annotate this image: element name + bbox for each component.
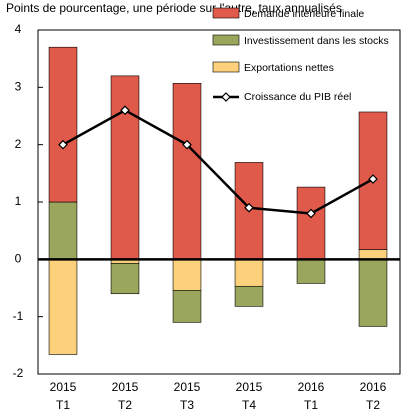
- x-tick-label: 2015: [50, 380, 77, 394]
- bar: [110, 263, 140, 295]
- legend-swatch: [212, 34, 240, 46]
- chart-title: Points de pourcentage, une période sur l…: [6, 1, 342, 15]
- bar: [48, 201, 78, 260]
- y-tick-label: 0: [15, 252, 22, 266]
- x-tick-label: T1: [304, 398, 318, 412]
- plot-frame: [37, 29, 401, 375]
- bar: [234, 259, 264, 287]
- bar: [296, 186, 326, 260]
- line: [62, 108, 374, 215]
- legend-swatch: [212, 61, 240, 73]
- x-tick-label: T2: [366, 398, 380, 412]
- marker: [120, 105, 130, 116]
- bar: [358, 259, 388, 327]
- x-tick-label: 2016: [360, 380, 387, 394]
- legend-label: Exportations nettes: [244, 62, 334, 74]
- bar: [172, 259, 202, 291]
- legend-marker: [221, 92, 231, 102]
- legend-label: Investissement dans les stocks: [244, 35, 389, 47]
- legend-swatch: [212, 7, 240, 19]
- x-tick-label: 2015: [112, 380, 139, 394]
- x-tick-label: 2016: [298, 380, 325, 394]
- bar: [48, 46, 78, 203]
- marker: [182, 139, 192, 150]
- marker: [58, 139, 68, 150]
- bar: [48, 259, 78, 355]
- bar: [172, 83, 202, 260]
- bar: [296, 259, 326, 284]
- x-tick-label: T2: [118, 398, 132, 412]
- marker: [306, 208, 316, 219]
- x-tick-label: T1: [56, 398, 70, 412]
- y-tick-label: -1: [13, 309, 24, 323]
- marker: [368, 174, 378, 184]
- y-tick-label: 2: [15, 137, 22, 151]
- legend-label: Croissance du PIB réel: [244, 91, 351, 103]
- y-tick-label: 4: [15, 22, 22, 36]
- x-tick-label: T3: [180, 398, 194, 412]
- bar: [172, 289, 202, 323]
- x-tick-label: 2015: [174, 380, 201, 394]
- x-tick-label: 2015: [236, 380, 263, 394]
- y-tick-label: 1: [15, 194, 22, 208]
- bar: [358, 249, 388, 260]
- x-tick-label: T4: [242, 398, 256, 412]
- y-tick-label: 3: [15, 80, 22, 94]
- legend-label: Demande intérieure finale: [244, 8, 364, 20]
- bar: [110, 75, 140, 260]
- y-tick-label: -2: [13, 366, 24, 380]
- bar: [234, 285, 264, 307]
- marker: [244, 202, 254, 213]
